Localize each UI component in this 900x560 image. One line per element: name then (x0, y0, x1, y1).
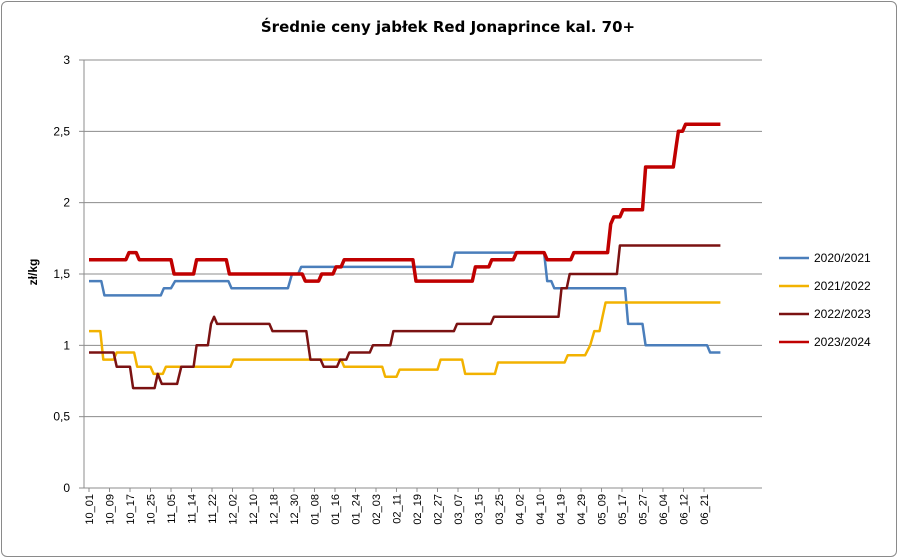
axes (83, 60, 762, 489)
x-tick-label: 10_09 (105, 494, 117, 525)
y-tick-label: 3 (63, 53, 70, 67)
x-tick-label: 05_09 (597, 494, 609, 525)
x-tick-label: 11_22 (207, 494, 219, 524)
y-tick-label: 0 (63, 481, 70, 495)
x-tick-label: 02_11 (392, 494, 404, 524)
y-tick-label: 0,5 (53, 410, 70, 424)
x-tick-label: 05_27 (638, 494, 650, 525)
x-tick-label: 06_21 (699, 494, 711, 525)
x-tick-label: 01_24 (351, 494, 363, 525)
x-tick-label: 02_03 (371, 494, 383, 525)
series-line-2021-2022 (89, 301, 721, 378)
legend-label: 2023/2024 (814, 335, 871, 349)
series-line-2022-2023 (89, 244, 721, 390)
x-tick-label: 04_02 (515, 494, 527, 525)
x-tick-label: 10_25 (146, 494, 158, 525)
x-tick-label: 01_08 (310, 494, 322, 525)
x-tick-label: 11_05 (166, 494, 178, 524)
x-tick-label: 06_12 (679, 494, 691, 525)
legend-label: 2020/2021 (814, 251, 871, 265)
legend-label: 2022/2023 (814, 307, 871, 321)
gridlines (84, 59, 762, 418)
x-tick-label: 03_15 (474, 494, 486, 525)
y-tick-label: 1,5 (53, 267, 70, 281)
x-tick-label: 05_17 (617, 494, 629, 525)
x-tick-label: 12_18 (269, 494, 281, 525)
x-tick-label: 02_19 (412, 494, 424, 525)
x-tick-label: 04_29 (576, 494, 588, 525)
series-line-2023-2024 (89, 122, 721, 283)
legend: 2020/2021 2021/2022 2022/2023 2023/2024 (779, 251, 871, 349)
x-tick-label: 02_27 (433, 494, 445, 525)
x-tick-label: 01_16 (330, 494, 342, 525)
series-line-2020-2021 (89, 251, 721, 354)
chart-title: Średnie ceny jabłek Red Jonaprince kal. … (261, 17, 635, 36)
x-tick-label: 03_07 (453, 494, 465, 525)
x-tick-label: 10_17 (125, 494, 137, 525)
x-tick-label: 12_10 (248, 494, 260, 525)
x-tick-label: 10_01 (84, 494, 96, 525)
y-axis-label: zł/kg (26, 259, 40, 286)
x-tick-label: 04_19 (556, 494, 568, 525)
x-tick-label: 06_04 (658, 494, 670, 525)
x-tick-label: 12_02 (228, 494, 240, 525)
x-tick-label: 04_10 (535, 494, 547, 525)
legend-label: 2021/2022 (814, 279, 871, 293)
y-tick-label: 1 (63, 338, 70, 352)
y-tick-label: 2 (63, 196, 70, 210)
x-tick-label: 11_14 (187, 494, 199, 524)
x-tick-label: 12_30 (289, 494, 301, 525)
x-tick-label: 03_25 (494, 494, 506, 525)
x-axis-ticks: 10_01 10_09 10_17 10_25 11_05 11_14 11_22 12_02… (84, 488, 711, 525)
y-tick-label: 2,5 (53, 124, 70, 138)
series-lines (89, 122, 721, 390)
y-axis-ticks: 0 0,5 1 1,5 2 2,5 3 (53, 53, 84, 495)
